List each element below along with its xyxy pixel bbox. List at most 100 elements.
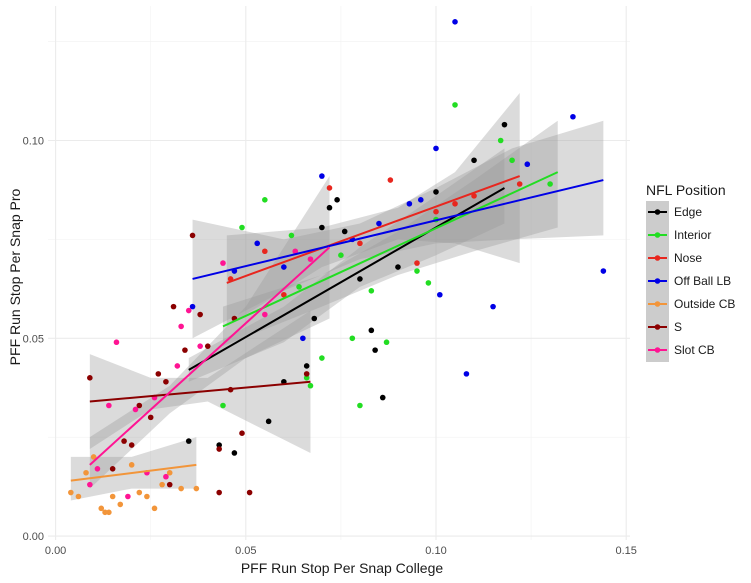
data-point [109,466,116,472]
data-point [433,145,439,152]
data-point [490,303,496,310]
data-point [216,446,222,452]
data-point [471,193,477,199]
data-point [178,323,184,330]
data-point [303,375,310,381]
data-point [151,505,158,512]
data-point [231,450,238,456]
data-point [83,469,89,476]
data-point [319,224,325,231]
legend-label: Outside CB [674,297,735,311]
data-point [163,378,169,385]
legend-key-point [654,255,661,261]
y-tick-label: 0.05 [23,333,44,345]
data-point [307,256,314,262]
data-point [254,240,261,247]
data-point [170,303,177,310]
data-point [136,489,143,496]
data-point [326,204,333,211]
data-point [433,208,439,215]
data-point [94,466,101,472]
data-point [178,485,184,492]
data-point [288,232,295,239]
fit-line [89,246,331,466]
data-point [414,260,420,266]
data-point [338,252,344,258]
data-point [220,260,226,266]
x-axis-title: PFF Run Stop Per Snap College [241,560,444,576]
data-point [189,232,196,239]
data-point [220,402,226,409]
data-point [368,327,375,334]
y-tick-label: 0.10 [23,135,44,147]
data-point [197,311,203,318]
data-point [368,288,375,294]
data-point [524,161,531,168]
grid [48,6,630,540]
data-point [326,185,333,191]
data-point [113,339,120,346]
data-point [117,501,124,508]
data-point [128,442,135,448]
data-point [452,19,458,25]
data-point [357,276,363,282]
data-point [204,343,211,349]
data-point [90,454,97,460]
data-point [376,220,382,227]
data-point [132,406,139,413]
data-point [163,473,169,480]
data-point [159,481,165,488]
legend-key-point [654,301,661,307]
data-point [262,197,268,203]
data-point [334,197,340,203]
data-point [417,197,424,203]
data-point [281,264,287,270]
data-point [185,438,192,444]
data-point [516,181,523,187]
fit-lines [70,171,604,482]
data-point [262,311,268,318]
legend-key-point [654,278,661,284]
legend-key-point [654,347,661,353]
data-point [501,121,508,128]
data-point [216,442,222,448]
data-point [296,284,302,290]
data-point [414,268,420,274]
data-point [341,228,348,235]
data-point [307,382,314,389]
fit-line [226,175,521,284]
data-point [372,347,378,353]
data-point [98,505,105,512]
data-point [570,113,576,120]
data-point [106,402,112,409]
legend-title: NFL Position [646,182,726,198]
data-point [379,394,386,401]
data-point [425,280,432,286]
data-point [128,462,135,468]
data-point [452,200,458,207]
legend-key-point [654,209,661,215]
data-point [197,343,203,349]
data-point [600,268,607,274]
data-point [311,315,318,322]
y-axis-title: PFF Run Stop Per Snap Pro [7,188,23,365]
data-point [357,240,363,247]
data-point [193,485,200,492]
legend-key-point [654,324,661,330]
data-point [109,493,116,500]
legend: NFL Position Edge Interior Nose Off Ball LB… [646,182,735,362]
data-point [189,303,196,310]
legend-label: S [674,320,682,334]
data-point [136,402,143,409]
confidence-band [70,437,197,501]
data-point [121,438,127,444]
data-point [281,291,287,298]
fit-line [70,463,197,482]
legend-label: Edge [674,205,702,219]
x-tick-labels: 0.00 0.05 0.10 0.15 [45,545,637,557]
data-point [68,489,74,496]
legend-key-point [654,232,661,238]
data-point [497,137,504,144]
legend-label: Off Ball LB [674,274,731,288]
fit-line [222,171,559,328]
